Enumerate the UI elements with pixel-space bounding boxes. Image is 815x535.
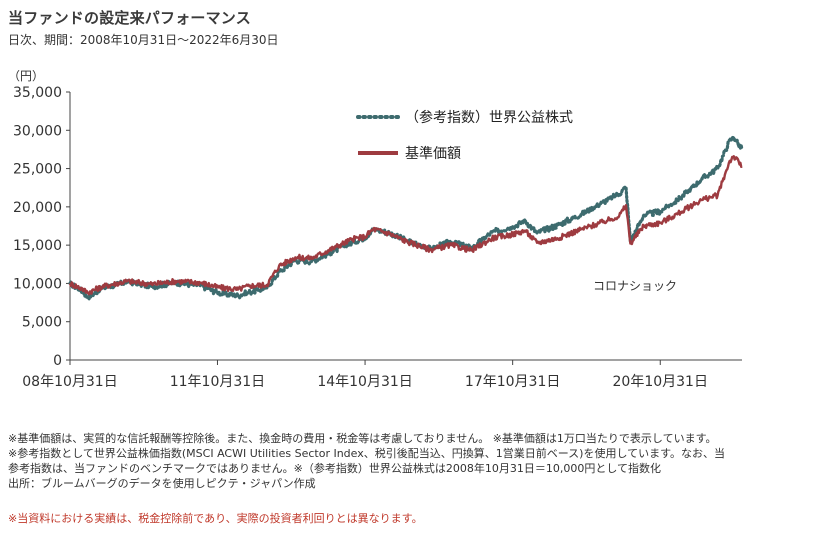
y-tick-label: 0 <box>53 353 62 369</box>
y-tick-label: 35,000 <box>13 85 62 101</box>
footnote-line: ※基準価額は、実質的な信託報酬等控除後。また、換金時の費用・税金等は考慮しており… <box>8 432 717 445</box>
x-tick-label: 14年10月31日 <box>317 374 412 390</box>
performance-chart: （円） 0 5,000 10,000 15,000 20,000 25,000 30,000 3… <box>8 69 744 390</box>
disclaimer-note: ※当資料における実績は、税金控除前であり、実際の投資者利回りとは異なります。 <box>8 512 423 525</box>
period-subtitle: 日次、期間：2008年10月31日～2022年6月30日 <box>8 33 279 47</box>
footnote-source: 出所：ブルームバーグのデータを使用しピクテ・ジャパン作成 <box>8 477 316 490</box>
footnotes: ※基準価額は、実質的な信託報酬等控除後。また、換金時の費用・税金等は考慮しており… <box>8 431 808 491</box>
chart-area: （円） 0 5,000 10,000 15,000 20,000 25,000 30,000 3… <box>8 69 744 390</box>
legend-label: （参考指数）世界公益株式 <box>405 109 573 126</box>
series-line-nav <box>68 155 743 296</box>
y-tick-label: 10,000 <box>13 276 62 292</box>
page-title: 当ファンドの設定来パフォーマンス <box>8 9 251 27</box>
footnote-line: 参考指数は、当ファンドのベンチマークではありません。※（参考指数）世界公益株式は… <box>8 462 662 475</box>
annotation-label: コロナショック <box>593 279 677 293</box>
footnote-line: ※参考指数として世界公益株価指数(MSCI ACWI Utilities Sec… <box>8 447 726 460</box>
y-unit-label: （円） <box>8 69 44 83</box>
y-tick-label: 5,000 <box>22 315 62 331</box>
x-tick-label: 08年10月31日 <box>22 374 117 390</box>
y-tick-label: 30,000 <box>13 123 62 139</box>
x-tick-label: 17年10月31日 <box>465 374 560 390</box>
y-tick-label: 20,000 <box>13 200 62 216</box>
legend-label: 基準価額 <box>405 145 461 162</box>
x-tick-label: 20年10月31日 <box>613 374 708 390</box>
y-tick-label: 25,000 <box>13 162 62 178</box>
y-tick-label: 15,000 <box>13 238 62 254</box>
x-tick-label: 11年10月31日 <box>170 374 265 390</box>
